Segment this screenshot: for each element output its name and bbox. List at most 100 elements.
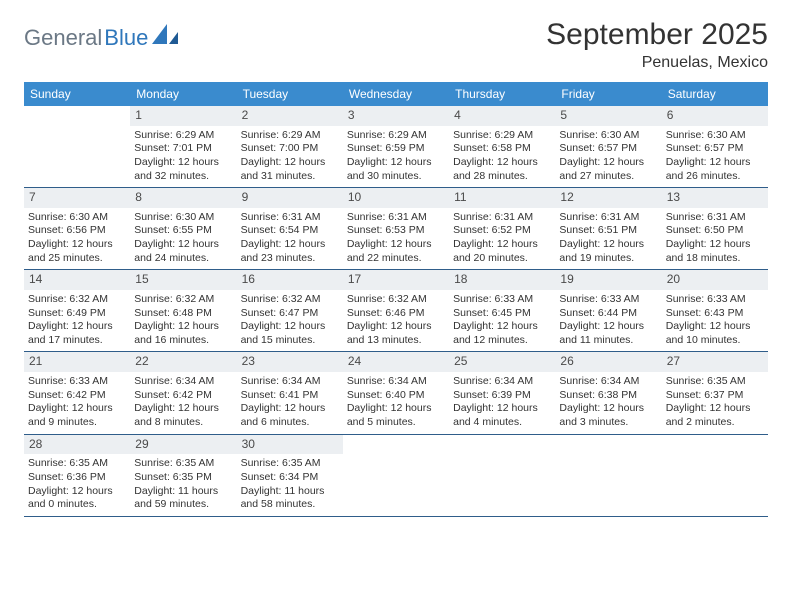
sunset-text: Sunset: 6:36 PM	[28, 471, 126, 485]
day-cell: .	[662, 435, 768, 516]
day-number: 6	[662, 106, 768, 126]
day-number: 20	[662, 270, 768, 290]
sunset-text: Sunset: 6:54 PM	[241, 224, 339, 238]
daylight-text: Daylight: 12 hours	[28, 485, 126, 499]
daylight-text: and 3 minutes.	[559, 416, 657, 430]
day-number: 23	[237, 352, 343, 372]
daylight-text: and 20 minutes.	[453, 252, 551, 266]
daylight-text: Daylight: 12 hours	[347, 238, 445, 252]
sunset-text: Sunset: 6:38 PM	[559, 389, 657, 403]
daylight-text: and 16 minutes.	[134, 334, 232, 348]
day-cell: 14Sunrise: 6:32 AMSunset: 6:49 PMDayligh…	[24, 270, 130, 351]
sunrise-text: Sunrise: 6:29 AM	[453, 129, 551, 143]
daylight-text: and 30 minutes.	[347, 170, 445, 184]
day-cell: 27Sunrise: 6:35 AMSunset: 6:37 PMDayligh…	[662, 352, 768, 433]
daylight-text: and 31 minutes.	[241, 170, 339, 184]
day-number: 9	[237, 188, 343, 208]
day-cell: 4Sunrise: 6:29 AMSunset: 6:58 PMDaylight…	[449, 106, 555, 187]
sunset-text: Sunset: 6:42 PM	[134, 389, 232, 403]
day-number: 26	[555, 352, 661, 372]
day-cell: 22Sunrise: 6:34 AMSunset: 6:42 PMDayligh…	[130, 352, 236, 433]
dow-saturday: Saturday	[662, 82, 768, 106]
logo: GeneralBlue	[24, 24, 178, 51]
sunset-text: Sunset: 6:56 PM	[28, 224, 126, 238]
sunrise-text: Sunrise: 6:29 AM	[347, 129, 445, 143]
day-cell: 26 Sunrise: 6:34 AMSunset: 6:38 PMDayligh…	[555, 352, 661, 433]
day-number: 15	[130, 270, 236, 290]
sunrise-text: Sunrise: 6:32 AM	[28, 293, 126, 307]
sunrise-text: Sunrise: 6:34 AM	[559, 375, 657, 389]
week-row: .1Sunrise: 6:29 AMSunset: 7:01 PMDayligh…	[24, 106, 768, 188]
sunrise-text: Sunrise: 6:29 AM	[241, 129, 339, 143]
day-number: 4	[449, 106, 555, 126]
sail-icon	[152, 24, 178, 49]
daylight-text: Daylight: 11 hours	[241, 485, 339, 499]
daylight-text: Daylight: 12 hours	[453, 320, 551, 334]
day-number: 16	[237, 270, 343, 290]
day-cell: .	[343, 435, 449, 516]
day-cell: 18Sunrise: 6:33 AMSunset: 6:45 PMDayligh…	[449, 270, 555, 351]
day-number: 30	[237, 435, 343, 455]
day-cell: 7Sunrise: 6:30 AMSunset: 6:56 PMDaylight…	[24, 188, 130, 269]
daylight-text: Daylight: 12 hours	[134, 156, 232, 170]
sunrise-text: Sunrise: 6:29 AM	[134, 129, 232, 143]
day-number: 5	[555, 106, 661, 126]
daylight-text: and 11 minutes.	[559, 334, 657, 348]
day-cell: 15Sunrise: 6:32 AMSunset: 6:48 PMDayligh…	[130, 270, 236, 351]
header: GeneralBlue September 2025 Penuelas, Mex…	[24, 18, 768, 72]
day-number: 3	[343, 106, 449, 126]
day-cell: 21Sunrise: 6:33 AMSunset: 6:42 PMDayligh…	[24, 352, 130, 433]
daylight-text: Daylight: 12 hours	[559, 320, 657, 334]
week-row: 7Sunrise: 6:30 AMSunset: 6:56 PMDaylight…	[24, 188, 768, 270]
day-cell: 5Sunrise: 6:30 AMSunset: 6:57 PMDaylight…	[555, 106, 661, 187]
daylight-text: Daylight: 11 hours	[134, 485, 232, 499]
sunrise-text: Sunrise: 6:33 AM	[453, 293, 551, 307]
day-number: 14	[24, 270, 130, 290]
dow-wednesday: Wednesday	[343, 82, 449, 106]
day-cell: 12Sunrise: 6:31 AMSunset: 6:51 PMDayligh…	[555, 188, 661, 269]
dow-monday: Monday	[130, 82, 236, 106]
sunrise-text: Sunrise: 6:31 AM	[347, 211, 445, 225]
daylight-text: and 15 minutes.	[241, 334, 339, 348]
logo-text-blue: Blue	[104, 25, 148, 51]
day-number: 18	[449, 270, 555, 290]
daylight-text: Daylight: 12 hours	[453, 238, 551, 252]
calendar-grid: Sunday Monday Tuesday Wednesday Thursday…	[24, 82, 768, 517]
daylight-text: and 12 minutes.	[453, 334, 551, 348]
sunset-text: Sunset: 6:59 PM	[347, 142, 445, 156]
sunrise-text: Sunrise: 6:31 AM	[453, 211, 551, 225]
daylight-text: Daylight: 12 hours	[134, 402, 232, 416]
day-cell: 3 Sunrise: 6:29 AMSunset: 6:59 PMDaylight…	[343, 106, 449, 187]
day-number: 12	[555, 188, 661, 208]
sunset-text: Sunset: 6:41 PM	[241, 389, 339, 403]
sunrise-text: Sunrise: 6:33 AM	[28, 375, 126, 389]
sunset-text: Sunset: 6:47 PM	[241, 307, 339, 321]
sunrise-text: Sunrise: 6:32 AM	[134, 293, 232, 307]
sunset-text: Sunset: 6:49 PM	[28, 307, 126, 321]
day-cell: 20Sunrise: 6:33 AMSunset: 6:43 PMDayligh…	[662, 270, 768, 351]
day-number: 29	[130, 435, 236, 455]
week-row: 14Sunrise: 6:32 AMSunset: 6:49 PMDayligh…	[24, 270, 768, 352]
daylight-text: and 6 minutes.	[241, 416, 339, 430]
day-cell: .	[24, 106, 130, 187]
daylight-text: Daylight: 12 hours	[559, 402, 657, 416]
daylight-text: and 13 minutes.	[347, 334, 445, 348]
sunset-text: Sunset: 6:55 PM	[134, 224, 232, 238]
daylight-text: and 59 minutes.	[134, 498, 232, 512]
daylight-text: Daylight: 12 hours	[666, 156, 764, 170]
day-cell: 25Sunrise: 6:34 AMSunset: 6:39 PMDayligh…	[449, 352, 555, 433]
day-number: 28	[24, 435, 130, 455]
weeks-container: .1Sunrise: 6:29 AMSunset: 7:01 PMDayligh…	[24, 106, 768, 517]
sunrise-text: Sunrise: 6:35 AM	[28, 457, 126, 471]
sunrise-text: Sunrise: 6:35 AM	[241, 457, 339, 471]
sunrise-text: Sunrise: 6:30 AM	[134, 211, 232, 225]
daylight-text: and 10 minutes.	[666, 334, 764, 348]
sunrise-text: Sunrise: 6:33 AM	[559, 293, 657, 307]
sunrise-text: Sunrise: 6:35 AM	[666, 375, 764, 389]
daylight-text: Daylight: 12 hours	[347, 156, 445, 170]
daylight-text: and 26 minutes.	[666, 170, 764, 184]
day-cell: .	[449, 435, 555, 516]
daylight-text: Daylight: 12 hours	[28, 238, 126, 252]
daylight-text: and 24 minutes.	[134, 252, 232, 266]
daylight-text: and 27 minutes.	[559, 170, 657, 184]
